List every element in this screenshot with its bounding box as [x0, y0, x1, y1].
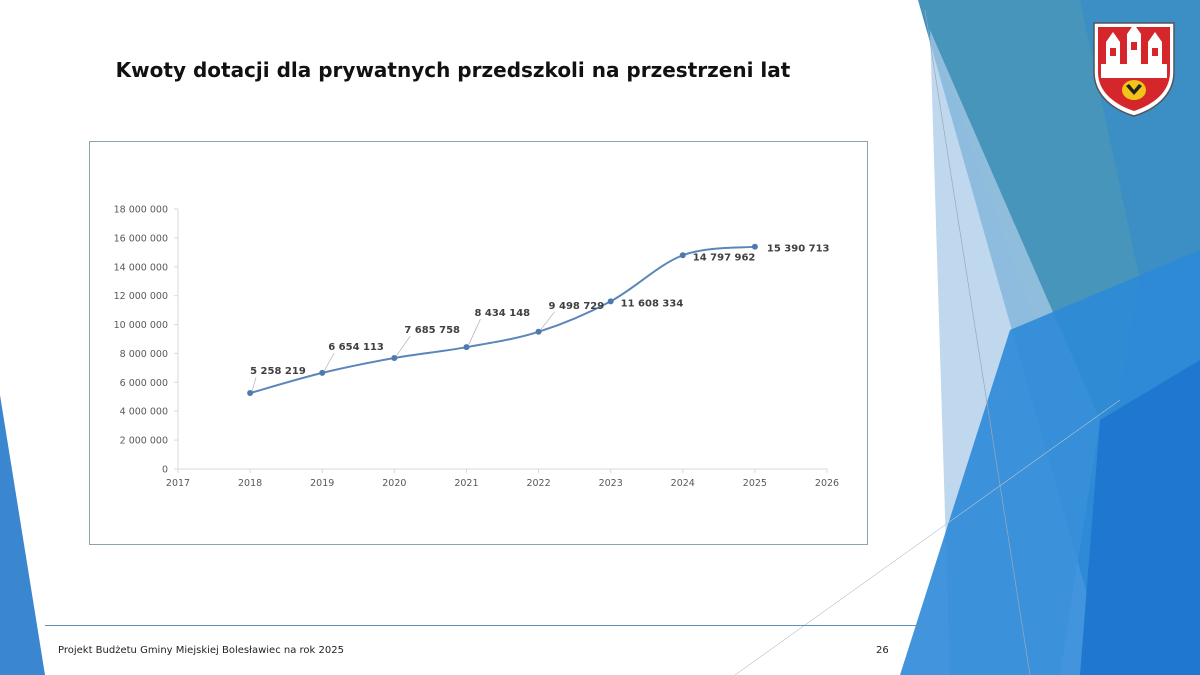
data-point: [607, 298, 614, 305]
right-decor-band-bright: [1080, 360, 1200, 675]
data-label: 7 685 758: [404, 325, 460, 336]
y-tick-label: 18 000 000: [114, 205, 168, 216]
data-label: 11 608 334: [621, 298, 684, 309]
x-tick-label: 2020: [382, 478, 406, 489]
data-point: [319, 369, 326, 376]
data-label-leader: [323, 352, 335, 372]
data-label: 9 498 729: [549, 301, 605, 312]
data-label-leader: [396, 335, 411, 357]
y-tick-label: 16 000 000: [114, 233, 168, 244]
footer-divider: [45, 625, 925, 626]
data-label-leader: [468, 319, 481, 346]
x-tick-label: 2017: [166, 478, 190, 489]
x-tick-label: 2026: [815, 478, 839, 489]
page-number: 26: [876, 645, 889, 656]
data-point: [679, 252, 686, 259]
y-tick-label: 12 000 000: [114, 291, 168, 302]
x-tick-label: 2022: [526, 478, 550, 489]
y-tick-label: 2 000 000: [120, 436, 168, 447]
series-line: [249, 245, 756, 395]
chart-frame: 0 2 000 000 4 000 000 6 000 000 8 000 000 10 …: [89, 141, 868, 545]
data-label: 15 390 713: [767, 244, 830, 255]
y-tick-label: 4 000 000: [120, 407, 168, 418]
boleslawiec-coat-of-arms-icon: [1093, 22, 1175, 117]
x-tick-label: 2024: [671, 478, 695, 489]
left-decor-band: [0, 395, 45, 675]
x-tick-label: 2025: [743, 478, 767, 489]
line-chart: 0 2 000 000 4 000 000 6 000 000 8 000 000 10 …: [114, 205, 840, 490]
y-tick-label: 10 000 000: [114, 320, 168, 331]
data-label: 6 654 113: [328, 342, 384, 353]
data-point: [535, 328, 542, 335]
x-tick-label: 2018: [238, 478, 262, 489]
decor-thin-line-2: [734, 399, 1121, 675]
data-point: [751, 243, 758, 250]
slide-title: Kwoty dotacji dla prywatnych przedszkoli…: [115, 58, 791, 82]
x-tick-label: 2021: [454, 478, 478, 489]
data-point: [463, 344, 470, 351]
data-label: 14 797 962: [693, 252, 756, 263]
data-point: [391, 354, 398, 361]
x-tick-label: 2019: [310, 478, 334, 489]
y-tick-label: 8 000 000: [120, 349, 168, 360]
data-label-leader: [540, 311, 555, 331]
data-point: [247, 390, 254, 397]
data-label: 5 258 219: [250, 366, 306, 377]
y-tick-label: 14 000 000: [114, 262, 168, 273]
data-label: 8 434 148: [474, 308, 530, 319]
y-tick-label: 0: [162, 465, 168, 476]
x-tick-label: 2023: [599, 478, 623, 489]
decor-thin-line-1: [924, 9, 1031, 675]
data-label-leader: [251, 376, 257, 392]
footer-text: Projekt Budżetu Gminy Miejskiej Bolesław…: [58, 645, 344, 656]
y-tick-label: 6 000 000: [120, 378, 168, 389]
